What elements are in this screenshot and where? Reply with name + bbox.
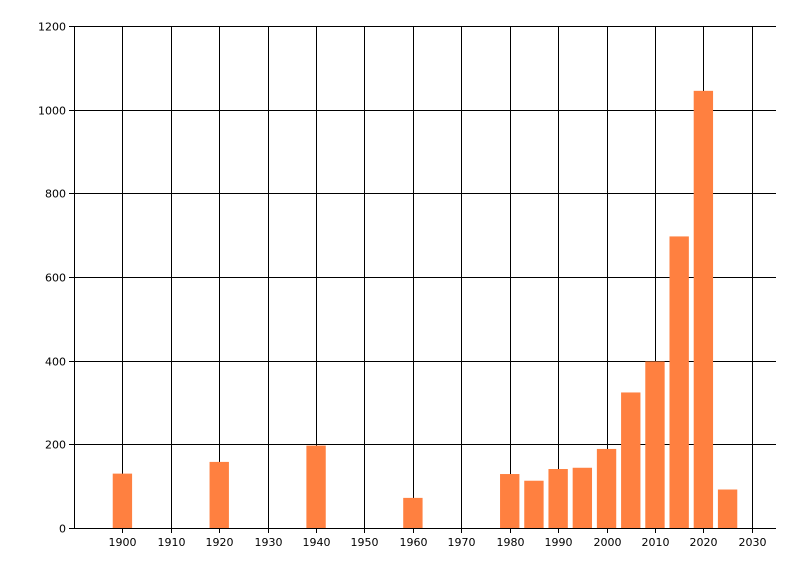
y-tick-label: 1000 — [38, 105, 66, 118]
bar — [306, 445, 326, 528]
x-tick-label: 1990 — [545, 536, 573, 549]
x-tick-label: 1940 — [303, 536, 331, 549]
x-tick-label: 2020 — [690, 536, 718, 549]
bar — [500, 474, 520, 528]
x-tick-label: 2010 — [642, 536, 670, 549]
x-tick-label: 1980 — [497, 536, 525, 549]
x-tick-label: 2030 — [739, 536, 767, 549]
x-tick-label: 1950 — [351, 536, 379, 549]
y-tick-label: 1200 — [38, 21, 66, 34]
bar — [403, 497, 423, 528]
bar — [548, 469, 568, 528]
bars — [112, 90, 738, 528]
x-tick-label: 2000 — [594, 536, 622, 549]
bar — [524, 480, 544, 528]
x-tick-label: 1920 — [206, 536, 234, 549]
bar — [209, 461, 229, 528]
tick-labels: 0 200 400 600 800 1000 1200 1900 1910 1920 1930 194… — [38, 21, 767, 550]
y-tick-label: 0 — [59, 523, 66, 536]
bar — [645, 361, 665, 528]
bar — [621, 392, 641, 528]
y-tick-label: 200 — [45, 439, 66, 452]
bar — [572, 467, 593, 528]
x-tick-label: 1930 — [255, 536, 283, 549]
bar — [669, 236, 689, 528]
x-tick-label: 1960 — [400, 536, 428, 549]
y-tick-label: 600 — [45, 272, 66, 285]
x-tick-label: 1910 — [158, 536, 186, 549]
grid-lines — [74, 26, 776, 528]
x-tick-label: 1900 — [109, 536, 137, 549]
bar — [596, 448, 617, 528]
bar — [717, 489, 738, 528]
y-tick-label: 400 — [45, 356, 66, 369]
y-tick-label: 800 — [45, 188, 66, 201]
x-tick-label: 1970 — [448, 536, 476, 549]
bar — [112, 473, 133, 528]
bar — [693, 90, 714, 528]
axes — [69, 26, 776, 533]
